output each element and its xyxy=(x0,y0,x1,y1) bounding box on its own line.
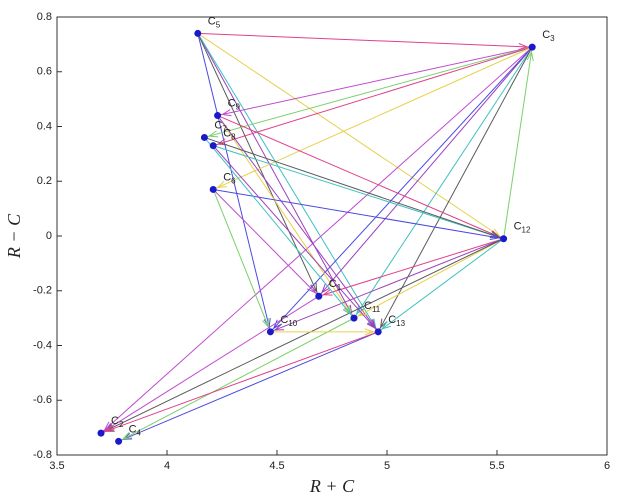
arrow-head xyxy=(489,233,501,241)
arrow-head xyxy=(357,308,368,317)
y-axis-label: R − C xyxy=(4,213,24,259)
x-tick-label: 4 xyxy=(164,460,170,472)
arrow-head xyxy=(364,328,375,336)
y-tick-label: -0.4 xyxy=(33,339,52,351)
x-tick-label: 4.5 xyxy=(269,460,284,472)
node-point xyxy=(266,328,274,336)
y-tick-label: -0.6 xyxy=(33,394,52,406)
y-tick-label: 0.6 xyxy=(37,66,52,78)
link xyxy=(212,145,379,333)
link xyxy=(197,33,504,240)
link xyxy=(204,136,504,240)
y-tick-label: -0.8 xyxy=(33,449,52,461)
node-point xyxy=(528,43,536,51)
link xyxy=(100,331,379,434)
link xyxy=(197,32,533,48)
node-label: C10 xyxy=(280,314,297,328)
node-label: C5 xyxy=(208,15,221,29)
link xyxy=(270,46,533,333)
arrow-head xyxy=(306,284,317,294)
arrow-head xyxy=(207,130,219,138)
y-tick-label: -0.2 xyxy=(33,285,52,297)
node-point xyxy=(194,29,202,37)
arrow-head xyxy=(366,319,376,330)
node-label: C3 xyxy=(542,29,555,43)
plot-frame xyxy=(56,16,608,456)
arrow-head xyxy=(342,305,352,316)
node-label: C8 xyxy=(223,128,236,142)
arrow-head xyxy=(121,432,133,440)
x-tick-label: 5 xyxy=(384,460,390,472)
link xyxy=(213,145,504,240)
x-tick-label: 6 xyxy=(604,460,610,472)
link xyxy=(213,188,504,240)
node-label: C4 xyxy=(129,423,142,437)
node-label: C7 xyxy=(214,119,227,133)
y-tick-label: 0.4 xyxy=(37,120,52,132)
node-point xyxy=(315,292,323,300)
node-point xyxy=(115,437,123,445)
node-point xyxy=(214,112,222,120)
arrow-head xyxy=(322,288,333,296)
arrow-head xyxy=(216,180,227,189)
link xyxy=(503,47,533,239)
link xyxy=(318,238,504,297)
link xyxy=(377,238,504,333)
link xyxy=(204,137,355,319)
link xyxy=(213,46,533,147)
y-tick-label: 0.2 xyxy=(37,175,52,187)
x-axis-label: R + C xyxy=(309,476,355,496)
arrow-head xyxy=(262,318,270,329)
y-tick-label: 0.8 xyxy=(37,11,52,23)
link xyxy=(377,46,533,333)
y-tick-label: 0 xyxy=(46,230,52,242)
arrow-head xyxy=(321,283,331,294)
node-point xyxy=(500,235,508,243)
node-label: C1 xyxy=(329,278,342,292)
node-label: C13 xyxy=(388,314,405,328)
arrow-head xyxy=(355,305,365,316)
node-point xyxy=(374,328,382,336)
link xyxy=(100,295,320,434)
link xyxy=(100,238,504,434)
node-point xyxy=(209,142,217,150)
link xyxy=(197,33,320,297)
node-point xyxy=(209,185,217,193)
link xyxy=(217,115,504,240)
link xyxy=(353,238,504,319)
node-point xyxy=(350,314,358,322)
node-label: C2 xyxy=(111,415,124,429)
x-tick-label: 5.5 xyxy=(489,460,504,472)
link xyxy=(197,33,355,319)
link xyxy=(217,115,379,333)
link xyxy=(212,46,533,190)
arrow-head xyxy=(518,43,529,51)
link xyxy=(118,331,379,442)
link xyxy=(212,189,320,297)
arrow-head xyxy=(221,109,232,117)
link xyxy=(353,46,533,319)
node-label: C6 xyxy=(223,171,236,185)
x-tick-label: 3.5 xyxy=(49,460,64,472)
link xyxy=(318,46,533,297)
link xyxy=(118,317,355,442)
link xyxy=(100,46,533,434)
arrow-head xyxy=(379,318,388,329)
link xyxy=(204,46,533,138)
link xyxy=(212,189,271,332)
node-point xyxy=(97,429,105,437)
arrow-head xyxy=(526,50,534,61)
node-label: C11 xyxy=(364,300,381,314)
arrow-head xyxy=(104,425,115,432)
node-label: C12 xyxy=(514,221,531,235)
node-point xyxy=(200,133,208,141)
link xyxy=(270,238,504,333)
link xyxy=(197,33,271,332)
arrow-head xyxy=(273,323,285,331)
link xyxy=(217,46,533,117)
arrow-head xyxy=(381,321,391,330)
node-label: C9 xyxy=(228,97,241,111)
link xyxy=(197,33,379,333)
